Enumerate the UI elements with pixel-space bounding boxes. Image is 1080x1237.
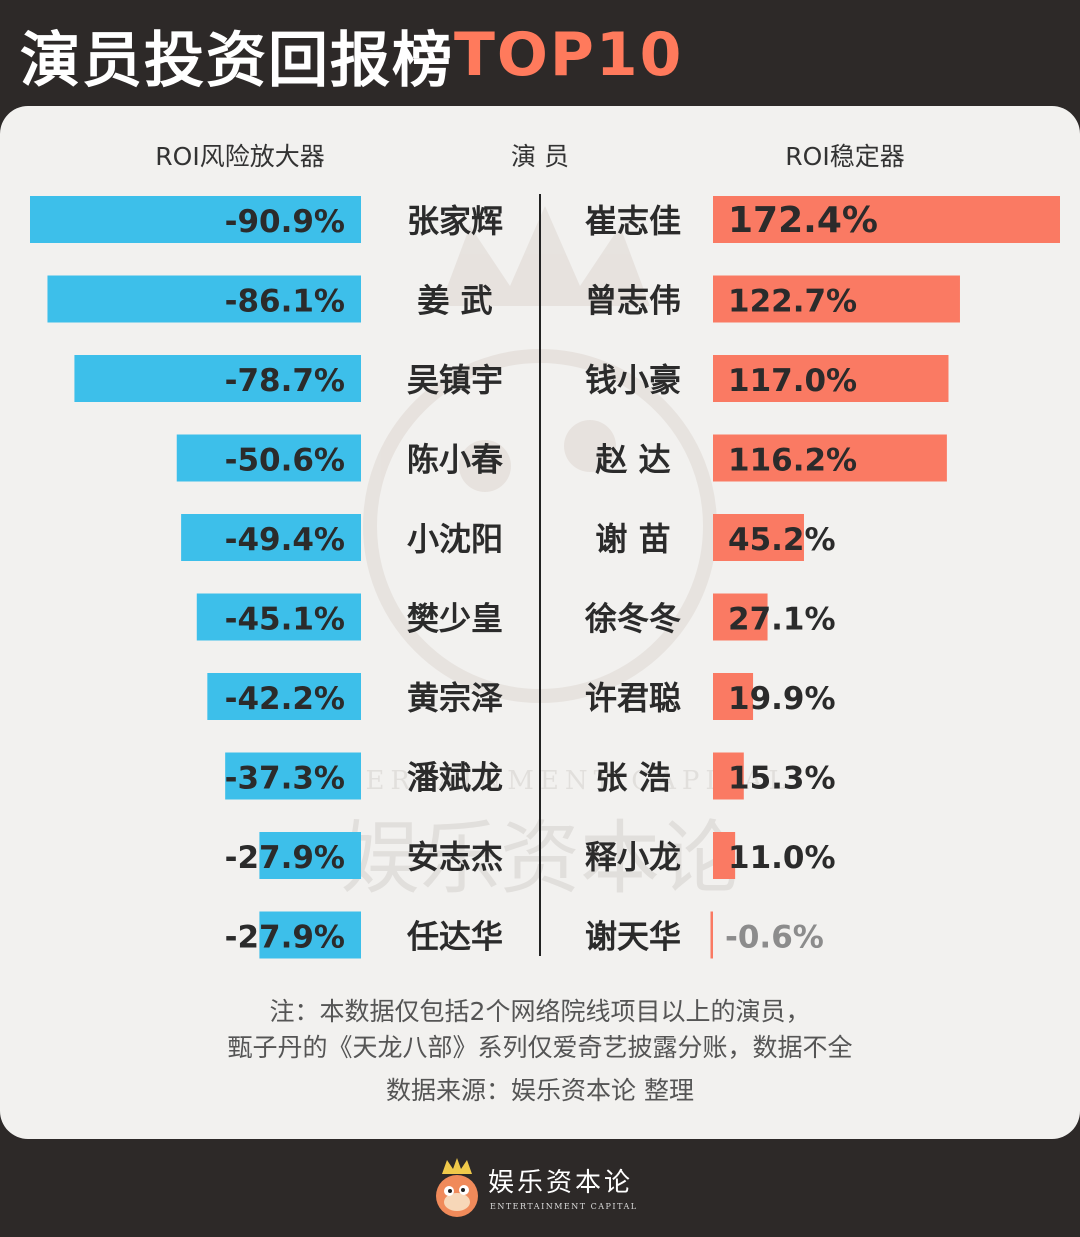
left-bar-label: -50.6% [225, 443, 345, 479]
watermark-mascot-eye-right-icon [564, 420, 616, 472]
left-bar [259, 911, 361, 959]
watermark-crown-icon [440, 206, 650, 306]
left-actor-name: 陈小春 [407, 441, 503, 479]
right-actor-name: 崔志佳 [585, 202, 681, 240]
right-bar [713, 196, 1060, 243]
title-accent: TOP10 [454, 20, 684, 90]
right-bar-label: 27.1% [728, 602, 836, 638]
note-line-1: 注：本数据仅包括2个网络院线项目以上的演员， [270, 997, 811, 1026]
right-header: ROI稳定器 [785, 142, 904, 171]
left-actor-name: 潘斌龙 [407, 759, 503, 797]
right-bar-label: 45.2% [728, 522, 836, 558]
right-bar [713, 593, 768, 641]
left-bar-label: -42.2% [225, 681, 345, 717]
right-actor-name: 曾志伟 [585, 282, 681, 320]
left-bar [176, 434, 361, 482]
right-bar [713, 673, 754, 720]
left-actor-name: 姜 武 [417, 282, 492, 320]
left-bar-label: -49.4% [225, 522, 345, 558]
left-actor-name: 吴镇宇 [407, 361, 503, 399]
right-actor-name: 赵 达 [595, 441, 670, 479]
left-bar-label: -45.1% [225, 602, 345, 638]
right-bar-label: 116.2% [728, 443, 857, 479]
right-actor-name: 许君聪 [585, 679, 681, 717]
right-bar-label: 172.4% [728, 200, 878, 241]
right-bar [710, 911, 713, 959]
right-actor-name: 谢 苗 [595, 520, 670, 558]
crowned-mascot-icon [436, 1158, 478, 1217]
left-actor-name: 张家辉 [407, 202, 503, 240]
chart-card: ENTERTAINMENT CAPITAL 娱乐资本论 ROI风险放大器 演 员… [0, 106, 1080, 1139]
note-line-2: 甄子丹的《天龙八部》系列仅爱奇艺披露分账，数据不全 [227, 1033, 852, 1062]
title-main: 演员投资回报榜 [20, 25, 454, 96]
right-bar-label: 15.3% [728, 761, 836, 797]
right-actor-name: 钱小豪 [585, 361, 681, 399]
left-bar [259, 832, 361, 879]
brand-name: 娱乐资本论 [488, 1168, 634, 1198]
left-header: ROI风险放大器 [155, 142, 324, 171]
brand-subtitle: ENTERTAINMENT CAPITAL [490, 1202, 638, 1211]
right-bar-label: 11.0% [728, 840, 836, 876]
left-bar [181, 514, 361, 561]
watermark-mascot-eye-left-icon [459, 440, 511, 492]
right-bar [713, 434, 947, 482]
left-bars: -90.9% 张家辉 -86.1% 姜 武 -78.7% 吴镇宇 -50.6% 陈小春 -49.… [30, 196, 503, 959]
right-actor-name: 释小龙 [585, 838, 681, 876]
right-bar [713, 752, 744, 800]
right-bar-label: 117.0% [728, 363, 857, 399]
right-bar-label: -0.6% [725, 920, 824, 956]
right-bar [713, 514, 804, 561]
right-bar [713, 832, 736, 879]
center-header: 演 员 [511, 142, 569, 171]
left-bar-label: -90.9% [225, 204, 345, 240]
right-bar-label: 19.9% [728, 681, 836, 717]
left-bar [225, 752, 361, 800]
left-bar [47, 275, 361, 323]
right-actor-name: 徐冬冬 [584, 600, 681, 638]
left-bar [196, 593, 361, 641]
left-actor-name: 黄宗泽 [407, 679, 503, 717]
left-bar-label: -27.9% [225, 920, 345, 956]
watermark-subtitle: ENTERTAINMENT CAPITAL [288, 766, 791, 796]
left-bar [207, 673, 361, 720]
left-bar-label: -86.1% [225, 284, 345, 320]
right-bar-label: 122.7% [728, 284, 857, 320]
right-bars: 崔志佳 172.4% 曾志伟 122.7% 钱小豪 117.0% 赵 达 116.2% 谢 苗 4… [584, 196, 1060, 959]
left-bar-label: -37.3% [225, 761, 345, 797]
left-actor-name: 安志杰 [407, 838, 503, 876]
left-bar [74, 355, 361, 402]
brand-footer: 娱乐资本论 ENTERTAINMENT CAPITAL [0, 1152, 1080, 1227]
left-bar [30, 196, 361, 243]
left-actor-name: 任达华 [407, 918, 503, 956]
right-actor-name: 张 浩 [595, 759, 670, 797]
left-actor-name: 樊少皇 [407, 600, 503, 638]
page-title: 演员投资回报榜 TOP10 [20, 10, 683, 100]
data-source: 数据来源：娱乐资本论 整理 [386, 1076, 694, 1105]
right-bar [713, 275, 960, 323]
left-bar-label: -78.7% [225, 363, 345, 399]
right-bar [713, 355, 949, 402]
right-actor-name: 谢天华 [585, 918, 681, 956]
roi-chart: ENTERTAINMENT CAPITAL 娱乐资本论 ROI风险放大器 演 员… [30, 142, 1060, 1105]
left-bar-label: -27.9% [225, 840, 345, 876]
left-actor-name: 小沈阳 [407, 520, 503, 558]
